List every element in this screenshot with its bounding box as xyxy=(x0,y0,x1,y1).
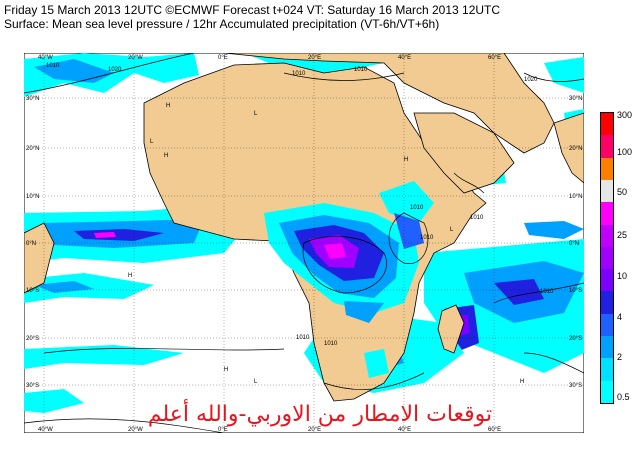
lon-labels-top: 40°W 20°W 0°E 20°E 40°E 60°E xyxy=(38,55,501,61)
legend-swatch xyxy=(601,135,613,159)
chart-subtitle: Surface: Mean sea level pressure / 12hr … xyxy=(4,17,440,31)
isobar-label: 1010 xyxy=(420,235,434,241)
lon-label: 40°W xyxy=(38,427,53,433)
legend-swatch xyxy=(601,113,613,136)
legend-swatch xyxy=(601,336,613,359)
lon-label: 40°W xyxy=(38,55,53,61)
lat-label: 10°N xyxy=(569,194,582,200)
forecast-map: 1010 1010 1010 1010 1010 1010 1010 1010 … xyxy=(24,53,584,433)
isobar-label: 1010 xyxy=(292,71,306,77)
legend-swatch xyxy=(601,224,613,248)
legend-label: 50 xyxy=(617,187,628,197)
lat-labels-right: 30°N 20°N 10°N 0°N 10°S 20°S 30°S xyxy=(569,96,582,389)
precip-legend xyxy=(600,112,614,404)
legend-swatch xyxy=(601,358,613,382)
europe-mideast xyxy=(223,53,555,154)
legend-label: 4 xyxy=(617,312,623,322)
low-pressure-marker: L xyxy=(254,379,258,385)
lat-label: 10°S xyxy=(26,288,39,294)
high-pressure-marker: H xyxy=(224,367,228,373)
lon-label: 0°E xyxy=(218,427,228,433)
lon-label: 0°E xyxy=(218,55,228,61)
isobar-label: 1010 xyxy=(354,67,368,73)
high-pressure-marker: H xyxy=(166,103,170,109)
lat-labels-left: 30°N 20°N 10°N 0°N 10°S 20°S 30°S xyxy=(26,96,39,389)
high-pressure-marker: H xyxy=(404,157,408,163)
isobar-label: 1010 xyxy=(46,63,60,69)
low-pressure-marker: L xyxy=(254,111,258,117)
legend-swatch xyxy=(601,269,613,292)
lon-labels-bottom: 40°W 20°W 0°E 20°E 40°E 60°E xyxy=(38,427,501,433)
lon-label: 20°E xyxy=(308,55,321,61)
lat-label: 0°N xyxy=(569,241,579,247)
lat-label: 30°N xyxy=(26,96,39,102)
legend-label: 100 xyxy=(617,147,633,157)
low-pressure-marker: L xyxy=(150,139,154,145)
legend-swatch xyxy=(601,313,613,337)
legend-swatch xyxy=(601,179,613,203)
isobar-labels: 1010 1010 1010 1010 1010 1010 1010 1010 … xyxy=(46,63,554,347)
arabic-caption: توقعات الامطار من الاوربي-والله أعلم xyxy=(147,402,493,427)
chart-title: Friday 15 March 2013 12UTC ©ECMWF Foreca… xyxy=(4,3,501,17)
lon-label: 40°E xyxy=(398,55,411,61)
lon-label: 20°W xyxy=(128,55,143,61)
south-america xyxy=(24,222,55,294)
lat-label: 30°S xyxy=(569,383,582,389)
legend-label: 10 xyxy=(617,271,628,281)
legend-swatch xyxy=(601,202,613,226)
isobar-label: 1020 xyxy=(524,77,538,83)
isobar-label: 1010 xyxy=(324,341,338,347)
lat-label: 20°S xyxy=(26,336,39,342)
isobar-label: 1010 xyxy=(296,335,310,341)
lat-label: 10°S xyxy=(569,288,582,294)
legend-swatch xyxy=(601,380,613,404)
isobar-label: 1020 xyxy=(108,67,122,73)
high-pressure-marker: H xyxy=(164,153,168,159)
lat-label: 20°S xyxy=(569,336,582,342)
high-pressure-marker: H xyxy=(520,379,524,385)
isobar-label: 1010 xyxy=(470,215,484,221)
graticule xyxy=(24,53,584,433)
madagascar xyxy=(437,304,465,354)
legend-label: 0.5 xyxy=(617,392,630,402)
lat-label: 10°N xyxy=(26,194,39,200)
legend-swatch xyxy=(601,246,613,270)
legend-label: 2 xyxy=(617,352,623,362)
lat-label: 20°N xyxy=(26,146,39,152)
legend-label: 300 xyxy=(617,110,633,120)
lat-label: 30°N xyxy=(569,96,582,102)
legend-label: 25 xyxy=(617,230,628,240)
india xyxy=(553,112,584,184)
isobar-label: 1010 xyxy=(410,205,424,211)
precip-land xyxy=(264,181,434,378)
pressure-centers: H L L H H L H H L H xyxy=(128,103,524,385)
lon-label: 60°E xyxy=(488,427,501,433)
low-pressure-marker: L xyxy=(450,227,454,233)
high-pressure-marker: H xyxy=(128,273,132,279)
isobars xyxy=(24,53,584,433)
lon-label: 60°E xyxy=(488,55,501,61)
isobar-label: 1010 xyxy=(540,289,554,295)
lat-label: 30°S xyxy=(26,383,39,389)
lon-label: 20°E xyxy=(308,427,321,433)
legend-swatch xyxy=(601,157,613,181)
lat-label: 20°N xyxy=(569,146,582,152)
lat-label: 0°N xyxy=(26,241,36,247)
legend-swatch xyxy=(601,291,613,315)
lon-label: 40°E xyxy=(398,427,411,433)
lon-label: 20°W xyxy=(128,427,143,433)
